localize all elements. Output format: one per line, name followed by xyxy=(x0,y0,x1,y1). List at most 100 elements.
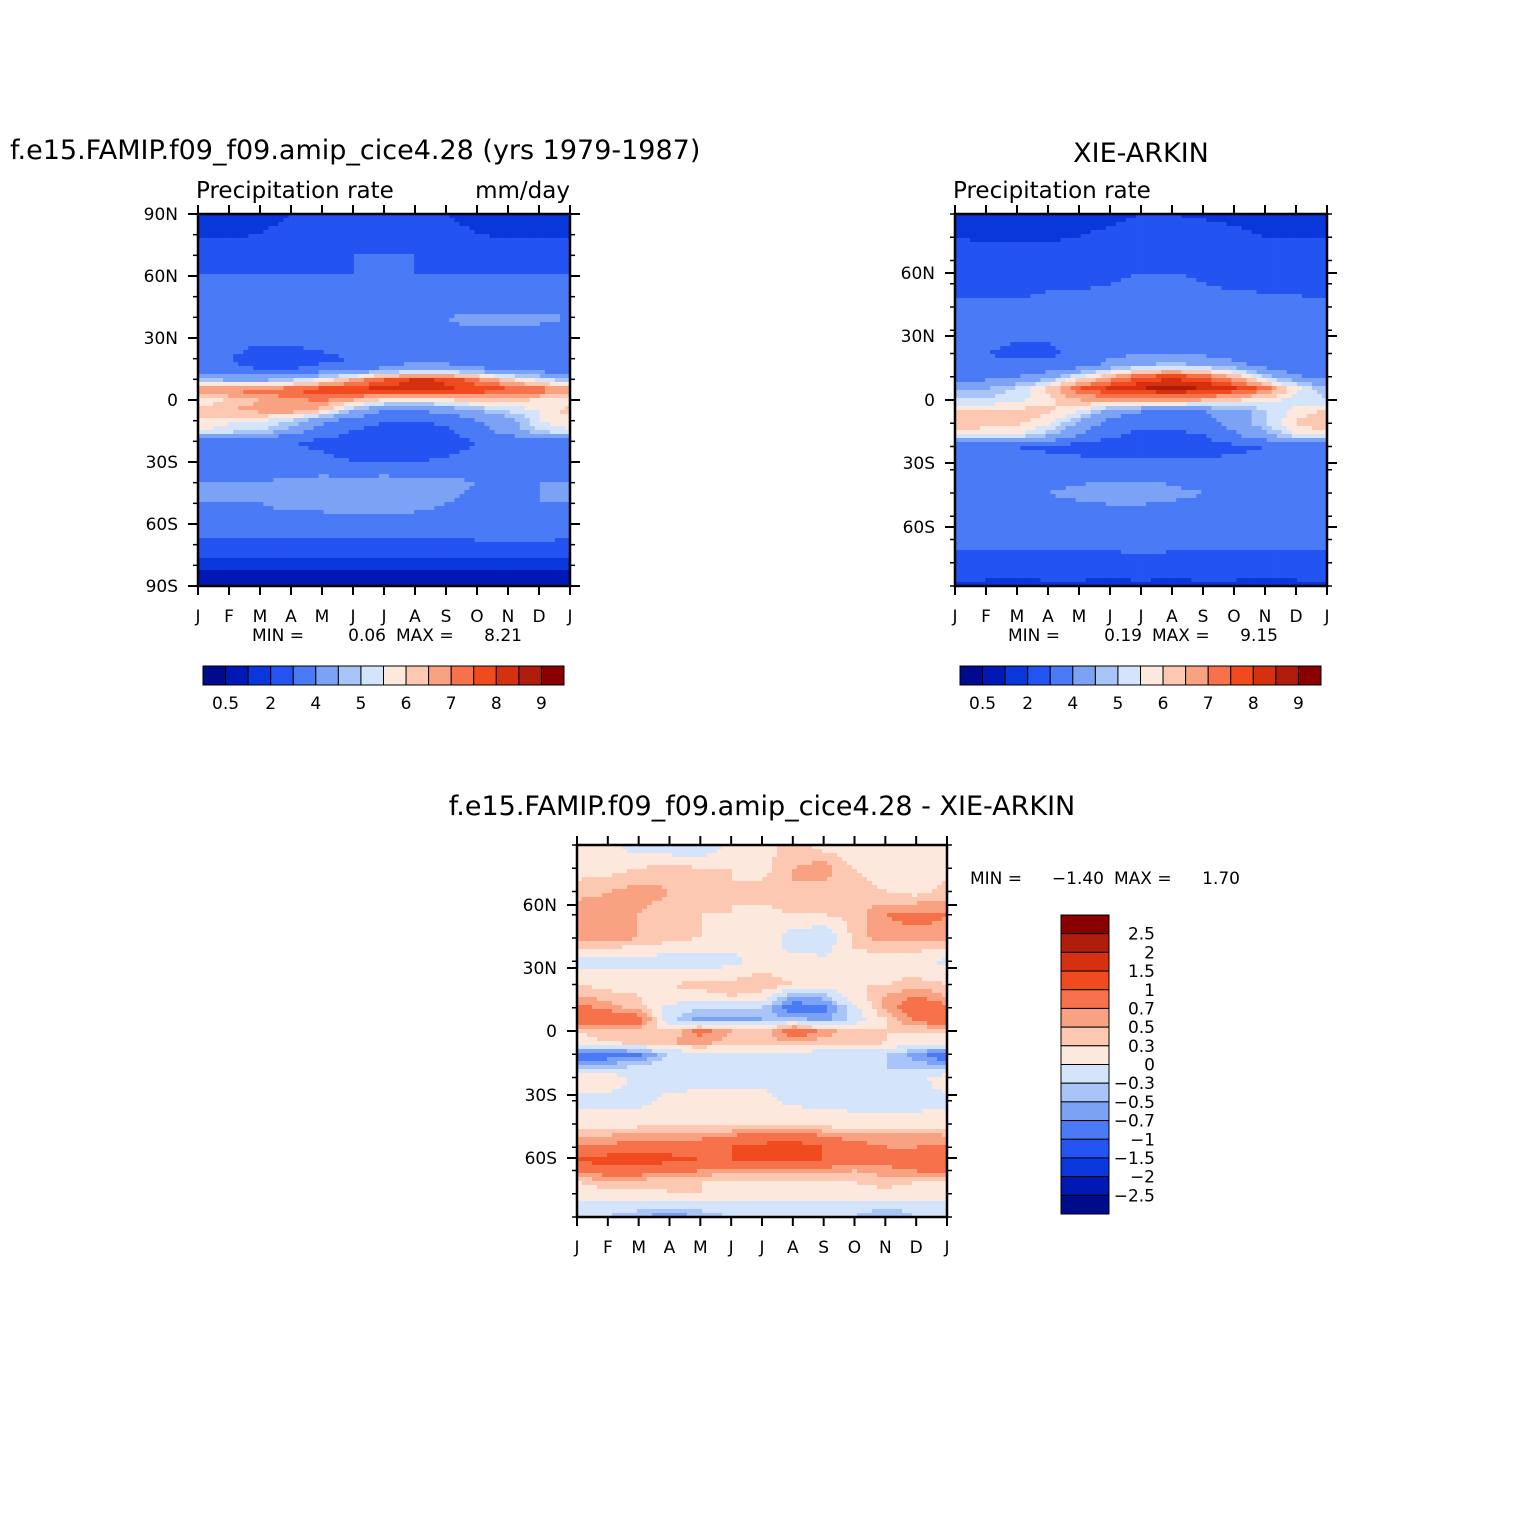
model-cell xyxy=(368,246,375,251)
model-cell xyxy=(353,322,360,327)
model-cell xyxy=(434,390,440,395)
model-cell xyxy=(328,350,335,355)
model-cell xyxy=(479,270,486,275)
model-cell xyxy=(469,258,476,263)
model-cell xyxy=(228,438,234,443)
model-cell xyxy=(454,462,461,467)
model-cell xyxy=(424,250,430,255)
model-cell xyxy=(218,430,224,435)
model-cell xyxy=(489,434,496,439)
model-cell xyxy=(238,434,244,439)
model-cell xyxy=(489,330,496,335)
model-cell xyxy=(459,386,466,391)
model-cell xyxy=(544,274,551,279)
model-cell xyxy=(283,470,290,475)
model-cell xyxy=(318,290,325,295)
model-cell xyxy=(404,478,410,483)
model-cell xyxy=(524,478,531,483)
model-cell xyxy=(389,294,395,299)
model-cell xyxy=(464,290,471,295)
model-cell xyxy=(524,222,531,227)
model-cell xyxy=(363,258,370,263)
model-cell xyxy=(253,482,259,487)
model-cell xyxy=(399,274,405,279)
model-cell xyxy=(474,242,481,247)
model-cell xyxy=(464,422,471,427)
model-cell xyxy=(318,330,325,335)
model-cell xyxy=(514,226,521,231)
model-cell xyxy=(499,234,506,239)
model-cell xyxy=(424,298,430,303)
model-cell xyxy=(514,246,521,251)
model-cell xyxy=(384,474,390,479)
model-cell xyxy=(203,214,209,219)
model-cell xyxy=(238,386,244,391)
model-cell xyxy=(404,374,410,379)
model-cell xyxy=(409,470,415,475)
model-cell xyxy=(469,230,476,235)
model-cell xyxy=(373,310,380,315)
model-cell xyxy=(328,246,335,251)
model-cell xyxy=(198,282,204,287)
model-cell xyxy=(248,386,254,391)
model-cell xyxy=(233,234,239,239)
model-cell xyxy=(534,398,541,403)
model-cell xyxy=(208,310,214,315)
model-cell xyxy=(529,362,536,367)
model-cell xyxy=(283,338,290,343)
model-cell xyxy=(459,366,466,371)
model-cell xyxy=(549,246,556,251)
model-cell xyxy=(208,258,214,263)
model-cell xyxy=(429,326,435,331)
model-cell xyxy=(499,374,506,379)
model-cell xyxy=(203,226,209,231)
model-cell xyxy=(489,422,496,427)
model-cell xyxy=(424,434,430,439)
model-cell xyxy=(389,478,395,483)
model-cell xyxy=(499,322,506,327)
model-cell xyxy=(534,470,541,475)
model-cell xyxy=(218,318,224,323)
model-cell xyxy=(484,326,491,331)
model-cell xyxy=(368,222,375,227)
model-cell xyxy=(394,214,400,219)
model-cell xyxy=(283,418,290,423)
model-cell xyxy=(384,322,390,327)
model-cell xyxy=(539,438,546,443)
model-cell xyxy=(333,298,340,303)
model-cell xyxy=(303,438,310,443)
model-cell xyxy=(208,298,214,303)
model-cell xyxy=(243,426,249,431)
model-cell xyxy=(378,270,385,275)
model-cell xyxy=(394,274,400,279)
model-cell xyxy=(404,318,410,323)
model-cell xyxy=(233,426,239,431)
model-cell xyxy=(539,414,546,419)
model-cell xyxy=(469,238,476,243)
model-cell xyxy=(384,394,390,399)
model-cell xyxy=(223,430,229,435)
model-cell xyxy=(228,410,234,415)
model-cell xyxy=(409,298,415,303)
model-cell xyxy=(278,422,285,427)
model-cell xyxy=(328,250,335,255)
model-cell xyxy=(278,306,285,311)
model-cell xyxy=(263,466,269,471)
model-cell xyxy=(524,326,531,331)
model-cell xyxy=(549,238,556,243)
model-cell xyxy=(378,342,385,347)
model-cell xyxy=(489,322,496,327)
model-cell xyxy=(434,230,440,235)
model-cell xyxy=(399,406,405,411)
model-cell xyxy=(363,306,370,311)
model-cell xyxy=(368,450,375,455)
model-cell xyxy=(409,474,415,479)
model-cell xyxy=(424,354,430,359)
model-cell xyxy=(509,434,516,439)
model-cell xyxy=(268,254,275,259)
model-cell xyxy=(353,418,360,423)
model-cell xyxy=(454,410,461,415)
model-cell xyxy=(258,234,264,239)
model-cell xyxy=(414,362,420,367)
model-cell xyxy=(313,410,320,415)
